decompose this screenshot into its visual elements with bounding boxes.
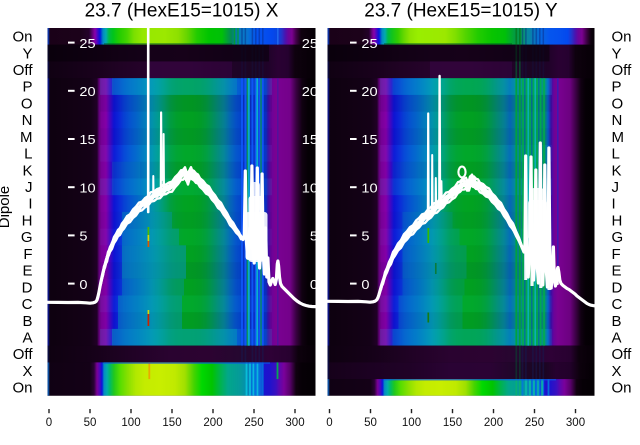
svg-text:D: D [612, 279, 623, 296]
svg-text:M: M [20, 129, 33, 146]
svg-text:E: E [612, 263, 622, 280]
svg-text:25: 25 [302, 37, 318, 51]
svg-text:50: 50 [84, 417, 97, 429]
svg-text:10: 10 [79, 181, 95, 195]
svg-text:F: F [23, 246, 32, 263]
svg-text:100: 100 [121, 417, 140, 429]
svg-text:20: 20 [361, 85, 377, 99]
svg-text:0: 0 [361, 278, 369, 292]
svg-text:300: 300 [566, 417, 585, 429]
svg-text:I: I [28, 196, 32, 213]
svg-text:X: X [22, 363, 32, 380]
svg-text:On: On [12, 380, 32, 397]
svg-text:On: On [612, 29, 632, 46]
svg-text:Off: Off [612, 346, 633, 363]
svg-text:H: H [612, 213, 623, 230]
svg-text:C: C [22, 296, 33, 313]
svg-text:P: P [612, 79, 622, 96]
svg-text:L: L [24, 146, 32, 163]
svg-text:B: B [612, 313, 622, 330]
svg-text:15: 15 [361, 133, 377, 147]
svg-text:On: On [612, 380, 632, 397]
svg-text:5: 5 [79, 230, 87, 244]
svg-text:20: 20 [302, 85, 318, 99]
svg-text:150: 150 [443, 417, 462, 429]
svg-text:20: 20 [79, 85, 95, 99]
svg-text:23.7 (HexE15=1015) X: 23.7 (HexE15=1015) X [85, 1, 279, 22]
svg-text:O: O [612, 95, 624, 112]
svg-text:G: G [21, 229, 33, 246]
svg-text:10: 10 [302, 181, 318, 195]
svg-text:X: X [612, 363, 622, 380]
svg-text:5: 5 [361, 230, 369, 244]
svg-text:E: E [22, 263, 32, 280]
svg-text:15: 15 [302, 133, 318, 147]
svg-text:300: 300 [285, 417, 304, 429]
svg-text:0: 0 [79, 278, 87, 292]
svg-text:K: K [612, 162, 622, 179]
svg-text:25: 25 [79, 37, 95, 51]
svg-text:0: 0 [46, 417, 52, 429]
svg-text:200: 200 [484, 417, 503, 429]
svg-text:100: 100 [402, 417, 421, 429]
svg-text:A: A [22, 330, 32, 347]
svg-text:L: L [612, 146, 620, 163]
svg-text:Off: Off [13, 62, 34, 79]
svg-text:C: C [612, 296, 623, 313]
svg-text:Off: Off [13, 346, 34, 363]
svg-text:D: D [22, 279, 33, 296]
svg-text:K: K [22, 162, 32, 179]
svg-text:J: J [25, 179, 33, 196]
svg-text:150: 150 [162, 417, 181, 429]
svg-text:O: O [21, 95, 33, 112]
svg-text:5: 5 [310, 230, 318, 244]
svg-text:A: A [612, 330, 622, 347]
svg-text:H: H [22, 213, 33, 230]
svg-text:G: G [612, 229, 624, 246]
svg-text:B: B [22, 313, 32, 330]
svg-text:N: N [22, 112, 33, 129]
svg-text:Y: Y [22, 45, 32, 62]
svg-text:F: F [612, 246, 621, 263]
svg-text:P: P [22, 79, 32, 96]
svg-text:50: 50 [364, 417, 377, 429]
svg-text:250: 250 [525, 417, 544, 429]
svg-text:23.7 (HexE15=1015) Y: 23.7 (HexE15=1015) Y [364, 1, 558, 22]
svg-text:Dipole: Dipole [0, 186, 13, 229]
svg-text:J: J [612, 179, 620, 196]
svg-text:15: 15 [79, 133, 95, 147]
svg-text:M: M [612, 129, 625, 146]
svg-text:200: 200 [203, 417, 222, 429]
svg-text:Y: Y [612, 45, 622, 62]
svg-text:0: 0 [326, 417, 332, 429]
svg-text:I: I [612, 196, 616, 213]
svg-text:On: On [12, 29, 32, 46]
svg-text:25: 25 [361, 37, 377, 51]
svg-text:Off: Off [612, 62, 633, 79]
svg-text:10: 10 [361, 181, 377, 195]
svg-text:N: N [612, 112, 623, 129]
svg-text:0: 0 [310, 278, 318, 292]
svg-text:250: 250 [244, 417, 263, 429]
